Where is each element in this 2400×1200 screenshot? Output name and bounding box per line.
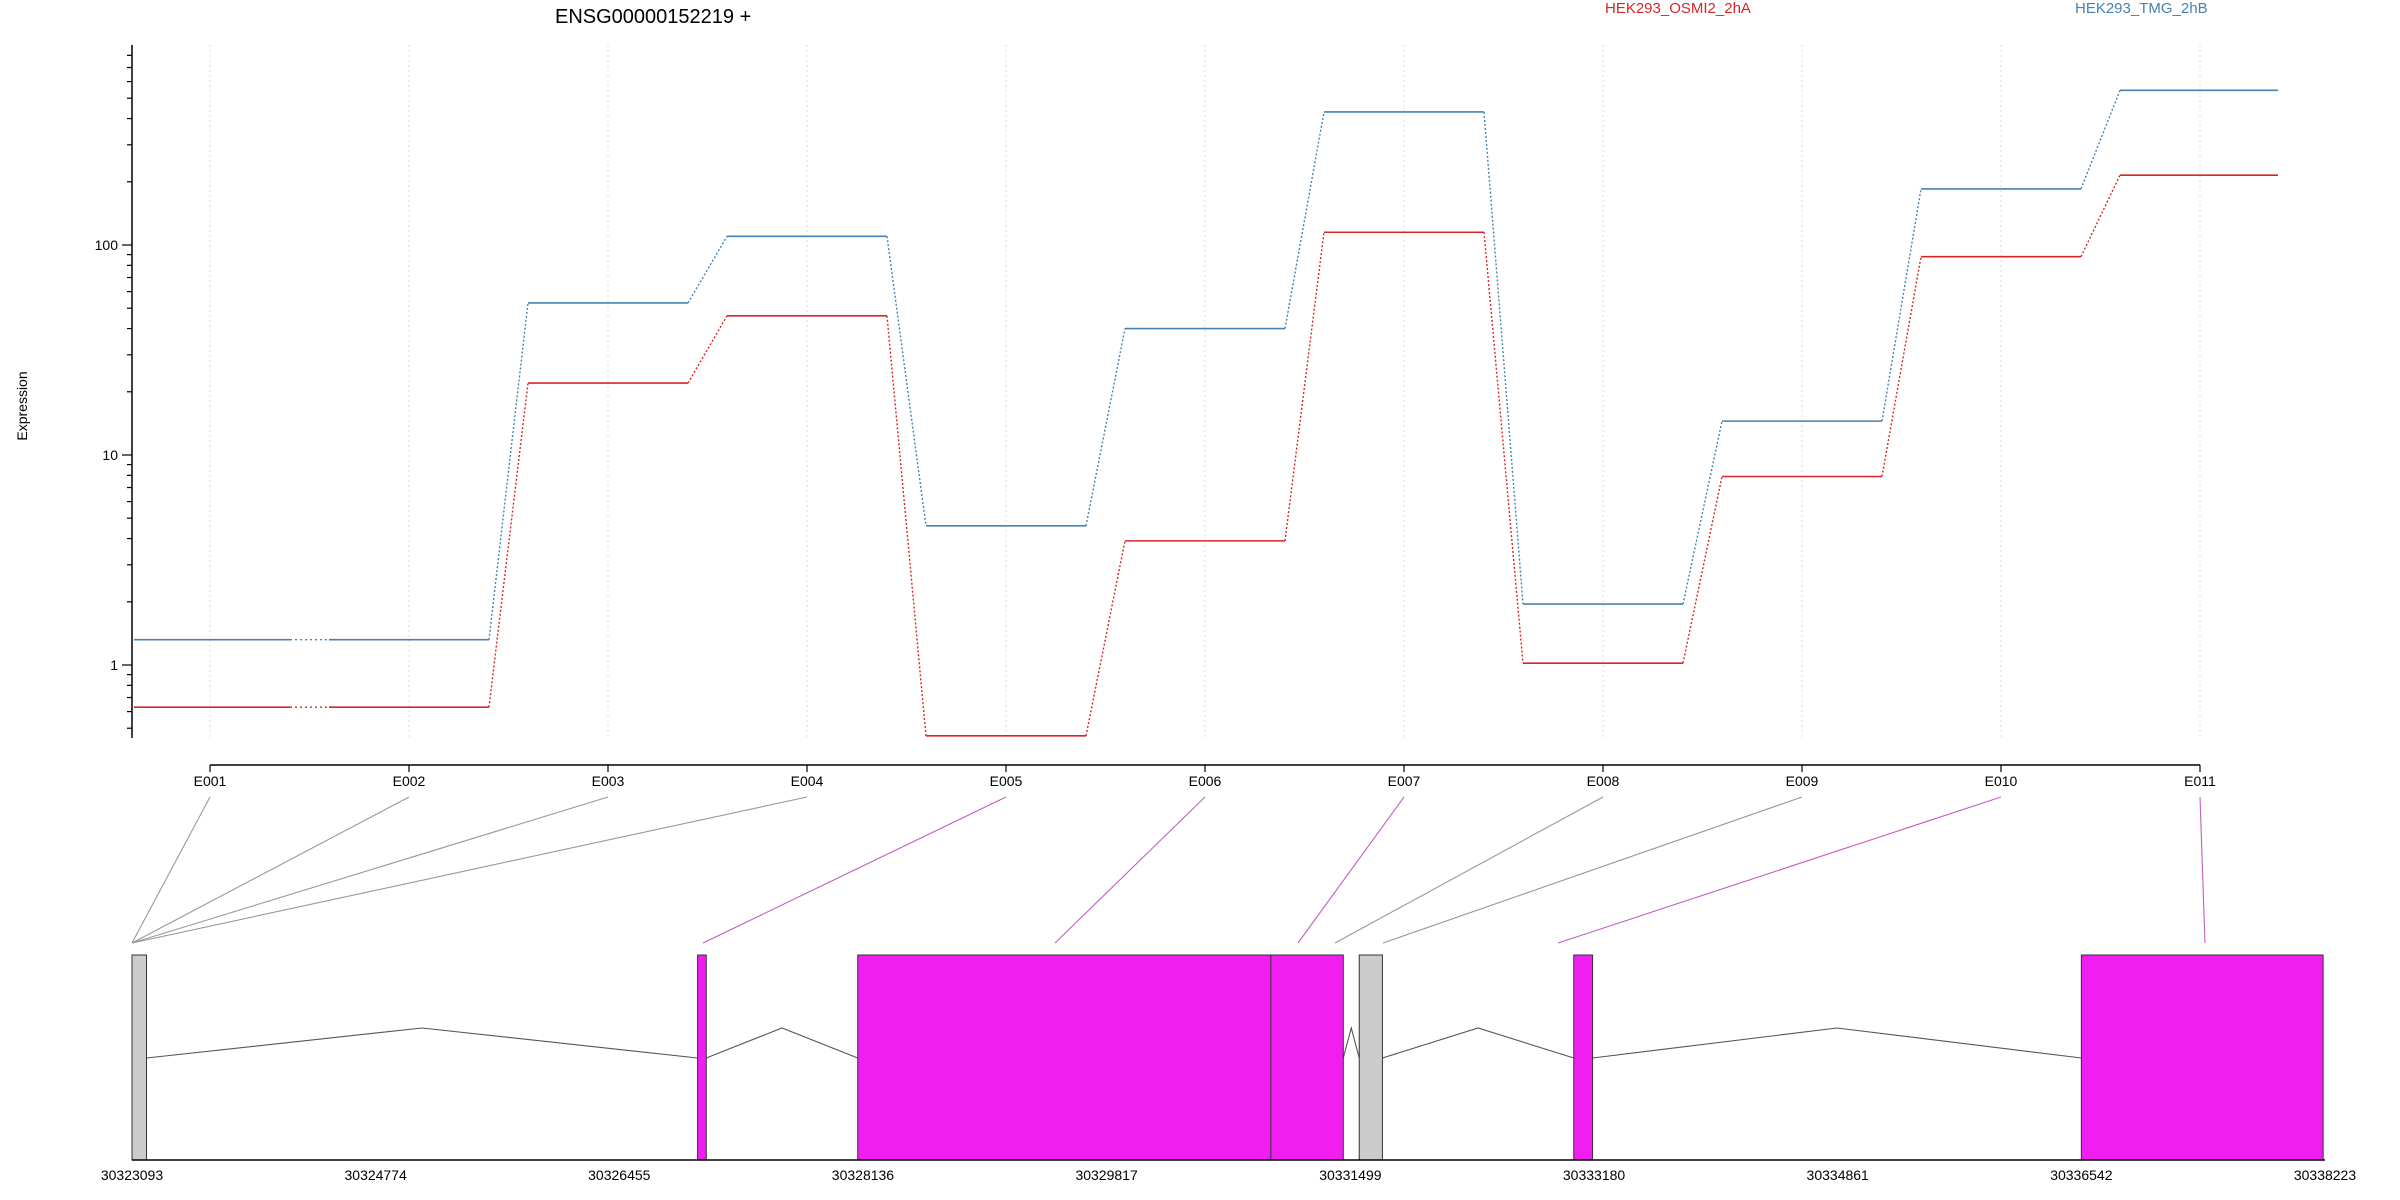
y-tick-label: 100	[95, 237, 119, 253]
exon-connector-E010	[1557, 796, 2002, 944]
x-tick-label-E008: E008	[1587, 773, 1620, 789]
series-osmi2	[134, 174, 2278, 737]
coordinate-tick-label: 30323093	[101, 1167, 164, 1183]
legend-entry-osmi2: HEK293_OSMI2_2hA	[1605, 0, 1751, 17]
coordinate-tick-label: 30334861	[1807, 1167, 1870, 1183]
exon-connector-E003	[131, 796, 609, 944]
series-tmg	[134, 89, 2278, 641]
exon-connector-E002	[131, 796, 410, 944]
series-connector	[1682, 476, 1723, 664]
x-tick-label-E011: E011	[2184, 773, 2216, 789]
intron-line	[146, 1027, 698, 1059]
series-connector	[1085, 540, 1126, 736]
series-connector	[1284, 232, 1325, 541]
exon-connectors	[131, 796, 2206, 944]
series-connector	[886, 236, 927, 526]
exon-connector-E008	[1334, 796, 1604, 944]
gene-model: 30323093 30324774 30326455 30328136 30329817…	[101, 954, 2357, 1183]
x-tick-label-E010: E010	[1985, 773, 2018, 789]
series-connector	[1682, 420, 1723, 605]
exon-box	[697, 954, 707, 1161]
grid-lines	[209, 45, 2201, 738]
x-tick-label-E002: E002	[393, 773, 426, 789]
series-connector	[687, 235, 728, 304]
coordinate-tick-label: 30324774	[345, 1167, 408, 1183]
exon-connector-E005	[702, 796, 1007, 944]
exon-box	[131, 954, 147, 1161]
coordinate-tick-label: 30329817	[1075, 1167, 1138, 1183]
legend-entry-tmg: HEK293_TMG_2hB	[2075, 0, 2208, 17]
chart-title: ENSG00000152219 +	[555, 6, 751, 28]
coordinate-tick-label: 30331499	[1319, 1167, 1382, 1183]
exon-box	[1358, 954, 1383, 1161]
series-connector	[488, 302, 529, 640]
exon-box	[857, 954, 1344, 1161]
series-connector	[1085, 328, 1126, 526]
axes: 1 10 100 E001 E002 E003 E004 E005 E006 E007 E008 E0…	[95, 45, 2216, 789]
intron-line	[1342, 1025, 1360, 1059]
series-connector	[2080, 174, 2121, 257]
series-connector	[886, 315, 927, 736]
intron-line	[1592, 1027, 2082, 1059]
exon-box	[1573, 954, 1594, 1161]
coordinate-tick-label: 30333180	[1563, 1167, 1626, 1183]
exon-connector-E004	[131, 796, 808, 944]
series-connector	[488, 383, 529, 708]
x-tick-label-E006: E006	[1189, 773, 1222, 789]
x-tick-label-E005: E005	[990, 773, 1023, 789]
exon-connector-E011	[2199, 796, 2206, 944]
series-connector	[687, 315, 728, 384]
x-tick-label-E001: E001	[194, 773, 227, 789]
x-tick-label-E004: E004	[791, 773, 824, 789]
intron-line	[1382, 1027, 1574, 1059]
x-tick-label-E003: E003	[592, 773, 625, 789]
exon-connector-E007	[1297, 796, 1405, 944]
intron-line	[706, 1027, 858, 1059]
coordinate-tick-label: 30336542	[2050, 1167, 2113, 1183]
series-connector	[1881, 256, 1922, 477]
series-connector	[1483, 111, 1524, 605]
y-axis-label: Expression	[14, 371, 30, 440]
exon-connector-E009	[1382, 796, 1803, 944]
exon-connector-E001	[131, 796, 211, 944]
series-connector	[1881, 188, 1922, 422]
x-tick-label-E007: E007	[1388, 773, 1421, 789]
series-connector	[1284, 111, 1325, 329]
coordinate-tick-label: 30338223	[2294, 1167, 2357, 1183]
y-tick-label: 10	[102, 447, 118, 463]
exon-box	[2080, 954, 2324, 1161]
series-connector	[1483, 232, 1524, 664]
y-tick-label: 1	[110, 657, 118, 673]
series-connector	[2080, 90, 2121, 190]
x-tick-label-E009: E009	[1786, 773, 1819, 789]
series-lines	[134, 89, 2278, 737]
coordinate-tick-label: 30328136	[832, 1167, 895, 1183]
coordinate-tick-label: 30326455	[588, 1167, 651, 1183]
exon-connector-E006	[1054, 796, 1206, 944]
